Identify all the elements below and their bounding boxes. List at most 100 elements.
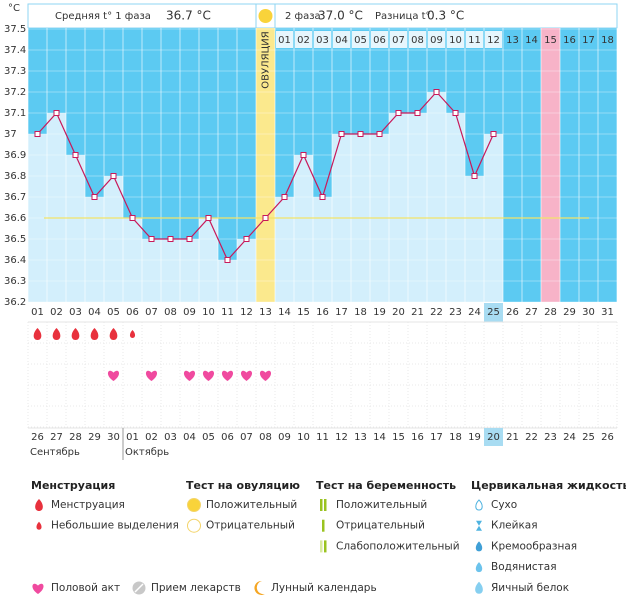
menstruation-drop (71, 328, 80, 340)
date-label: 29 (88, 432, 101, 443)
diff-label: Разница t° (375, 11, 431, 22)
intercourse-heart (107, 370, 120, 381)
y-tick-label: 37.4 (4, 45, 26, 56)
temperature-point (395, 110, 402, 116)
date-label: 14 (373, 432, 386, 443)
temperature-point (262, 215, 269, 221)
temperature-bar (275, 197, 294, 302)
temperature-point (376, 131, 383, 137)
temperature-bar (446, 113, 465, 302)
phase2-day-label: 15 (544, 35, 557, 46)
y-tick-label: 36.7 (4, 192, 26, 203)
phase2-cell (314, 31, 331, 48)
y-tick-label: 36.3 (4, 276, 26, 287)
temperature-point (167, 236, 174, 242)
today-cell (484, 303, 503, 322)
temperature-point (148, 236, 155, 242)
temperature-point (319, 194, 326, 200)
cycle-day-label: 31 (601, 307, 614, 318)
temperature-point (414, 110, 421, 116)
cycle-day-label: 05 (107, 307, 120, 318)
temperature-point (281, 194, 288, 200)
date-label: 01 (126, 432, 139, 443)
legend-pregnancy (320, 540, 323, 553)
date-label: 25 (582, 432, 595, 443)
cycle-day-label: 13 (259, 307, 272, 318)
date-label: 09 (278, 432, 291, 443)
legend-item: Сухо (491, 499, 517, 511)
temperature-bar (85, 197, 104, 302)
temperature-point (110, 173, 117, 179)
intercourse-heart (259, 370, 272, 381)
phase2-cell (428, 31, 445, 48)
temperature-bar (389, 113, 408, 302)
legend-pregnancy (320, 499, 323, 511)
legend-pregnancy (324, 499, 327, 511)
y-tick-label: 36.8 (4, 171, 26, 182)
cycle-day-label: 28 (544, 307, 557, 318)
cycle-day-label: 06 (126, 307, 139, 318)
cycle-day-label: 08 (164, 307, 177, 318)
y-tick-label: 37.2 (4, 87, 26, 98)
temperature-point (34, 131, 41, 137)
legend-pregnancy (324, 540, 327, 553)
cycle-day-label: 25 (487, 307, 500, 318)
legend-title: Тест на овуляцию (186, 479, 300, 492)
temperature-bar (104, 176, 123, 302)
phase2-cell (276, 31, 293, 48)
temperature-point (471, 173, 478, 179)
cycle-day-label: 03 (69, 307, 82, 318)
temperature-point (452, 110, 459, 116)
legend-item: Небольшие выделения (51, 520, 179, 532)
cycle-day-label: 23 (449, 307, 462, 318)
legend-item: Менструация (51, 499, 125, 511)
legend-pill-line (134, 583, 144, 593)
legend-fluid (475, 562, 483, 573)
phase2-label: 2 фаза (285, 11, 321, 22)
y-tick-label: 36.9 (4, 150, 26, 161)
cycle-day-label: 17 (335, 307, 348, 318)
legend-fluid (475, 499, 483, 511)
cycle-day-label: 09 (183, 307, 196, 318)
y-tick-label: 36.4 (4, 255, 26, 266)
temperature-point (338, 131, 345, 137)
legend-item: Клейкая (491, 520, 538, 532)
temperature-bar (465, 176, 484, 302)
date-label: 26 (31, 432, 44, 443)
legend-title: Цервикальная жидкость (471, 479, 626, 492)
phase2-day-label: 01 (278, 35, 291, 46)
phase2-cell (352, 31, 369, 48)
legend-drop (36, 521, 42, 530)
temperature-bar (237, 239, 256, 302)
legend-title: Тест на беременность (316, 479, 456, 492)
date-label: 06 (221, 432, 234, 443)
cycle-day-label: 20 (392, 307, 405, 318)
phase2-day-label: 06 (373, 35, 386, 46)
phase2-cell (371, 31, 388, 48)
marked-column (541, 28, 560, 302)
legend-item: Яичный белок (491, 582, 569, 594)
cycle-day-label: 07 (145, 307, 158, 318)
date-label: 19 (468, 432, 481, 443)
menstruation-drop (33, 328, 42, 340)
cycle-day-label: 24 (468, 307, 481, 318)
cycle-day-label: 18 (354, 307, 367, 318)
header-box (27, 3, 618, 29)
date-label: 22 (525, 432, 538, 443)
temperature-bar (294, 155, 313, 302)
date-label: 02 (145, 432, 158, 443)
date-label: 20 (487, 432, 500, 443)
cycle-day-label: 29 (563, 307, 576, 318)
date-label: 16 (411, 432, 424, 443)
phase2-day-label: 02 (297, 35, 310, 46)
phase2-day-label: 07 (392, 35, 405, 46)
menstruation-drop (52, 328, 61, 340)
legend-fluid (476, 520, 482, 531)
phase2-day-label: 10 (449, 35, 462, 46)
legend-heart (32, 583, 44, 594)
temperature-bar (180, 239, 199, 302)
phase2-day-label: 12 (487, 35, 500, 46)
intercourse-heart (240, 370, 253, 381)
date-label: 26 (601, 432, 614, 443)
y-tick-label: 37.5 (4, 24, 26, 35)
